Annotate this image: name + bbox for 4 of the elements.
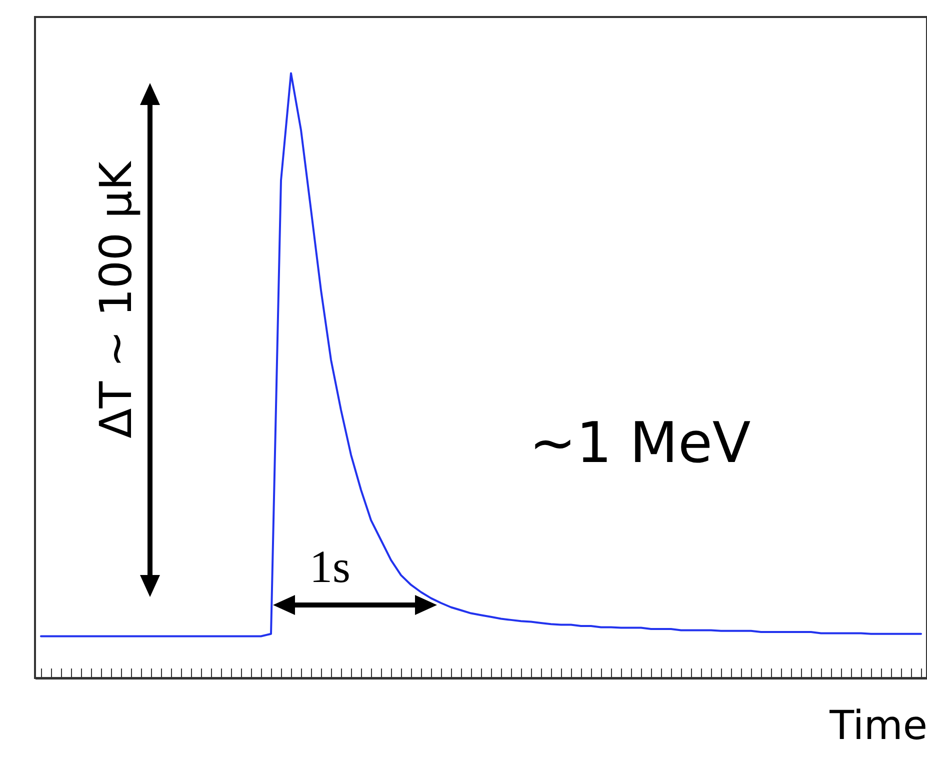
annotation: ΔT ~ 100 μK <box>91 160 142 438</box>
annotation: ~1 MeV <box>529 411 751 476</box>
annotation: 1s <box>310 541 350 592</box>
x-axis-title: Time <box>828 703 927 749</box>
